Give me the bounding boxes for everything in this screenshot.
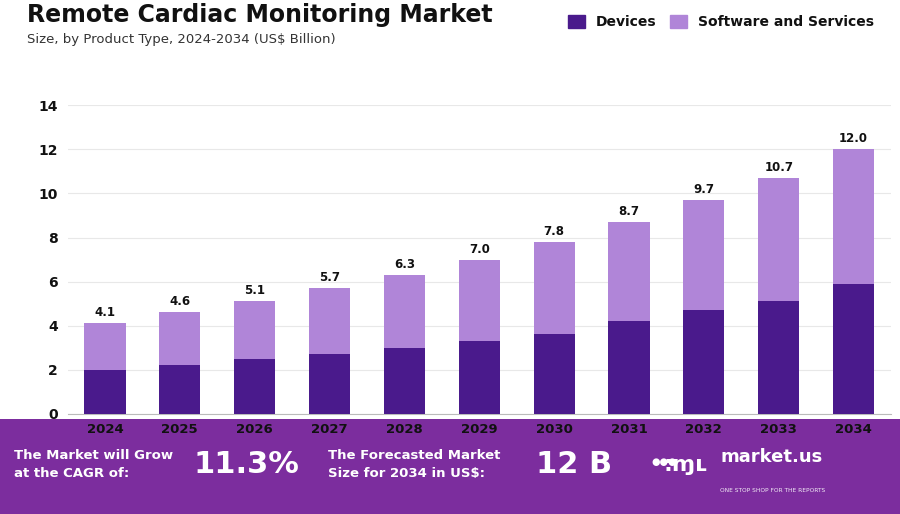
Bar bbox=[383, 347, 425, 414]
Bar bbox=[383, 275, 425, 347]
Text: The Forecasted Market
Size for 2034 in US$:: The Forecasted Market Size for 2034 in U… bbox=[328, 449, 501, 480]
Bar bbox=[683, 200, 724, 310]
Text: market.us: market.us bbox=[720, 448, 823, 466]
Bar bbox=[159, 365, 201, 414]
Bar bbox=[608, 321, 650, 414]
Bar bbox=[159, 313, 201, 365]
Text: 4.1: 4.1 bbox=[94, 306, 115, 320]
Bar bbox=[534, 335, 575, 414]
Text: Size, by Product Type, 2024-2034 (US$ Billion): Size, by Product Type, 2024-2034 (US$ Bi… bbox=[27, 33, 336, 46]
Text: ●●●: ●●● bbox=[652, 457, 677, 467]
Text: 5.7: 5.7 bbox=[319, 271, 340, 284]
Bar bbox=[833, 284, 874, 414]
FancyBboxPatch shape bbox=[0, 419, 900, 514]
Bar bbox=[309, 288, 350, 354]
Legend: Devices, Software and Services: Devices, Software and Services bbox=[562, 10, 879, 34]
Text: 8.7: 8.7 bbox=[618, 205, 640, 218]
Text: 9.7: 9.7 bbox=[693, 183, 715, 196]
Bar bbox=[758, 178, 799, 301]
Text: 7.0: 7.0 bbox=[469, 243, 490, 255]
Bar bbox=[833, 150, 874, 284]
Bar bbox=[85, 370, 125, 414]
Bar bbox=[758, 301, 799, 414]
Text: The Market will Grow
at the CAGR of:: The Market will Grow at the CAGR of: bbox=[14, 449, 173, 480]
Bar bbox=[608, 222, 650, 321]
Text: 5.1: 5.1 bbox=[244, 284, 266, 298]
Bar bbox=[309, 354, 350, 414]
Bar bbox=[683, 310, 724, 414]
Text: 10.7: 10.7 bbox=[764, 161, 793, 174]
Bar bbox=[459, 260, 500, 341]
Bar bbox=[459, 341, 500, 414]
Text: 12 B: 12 B bbox=[536, 450, 612, 479]
Text: 7.8: 7.8 bbox=[544, 225, 564, 238]
Bar bbox=[85, 323, 125, 370]
Text: Remote Cardiac Monitoring Market: Remote Cardiac Monitoring Market bbox=[27, 3, 492, 27]
Text: 4.6: 4.6 bbox=[169, 296, 191, 308]
Text: 12.0: 12.0 bbox=[839, 133, 868, 145]
Bar bbox=[234, 301, 275, 359]
Text: :ɱʟ: :ɱʟ bbox=[663, 454, 707, 474]
Bar bbox=[534, 242, 575, 335]
Text: ONE STOP SHOP FOR THE REPORTS: ONE STOP SHOP FOR THE REPORTS bbox=[720, 488, 825, 493]
Text: 6.3: 6.3 bbox=[394, 258, 415, 271]
Text: 11.3%: 11.3% bbox=[194, 450, 300, 479]
Bar bbox=[234, 359, 275, 414]
